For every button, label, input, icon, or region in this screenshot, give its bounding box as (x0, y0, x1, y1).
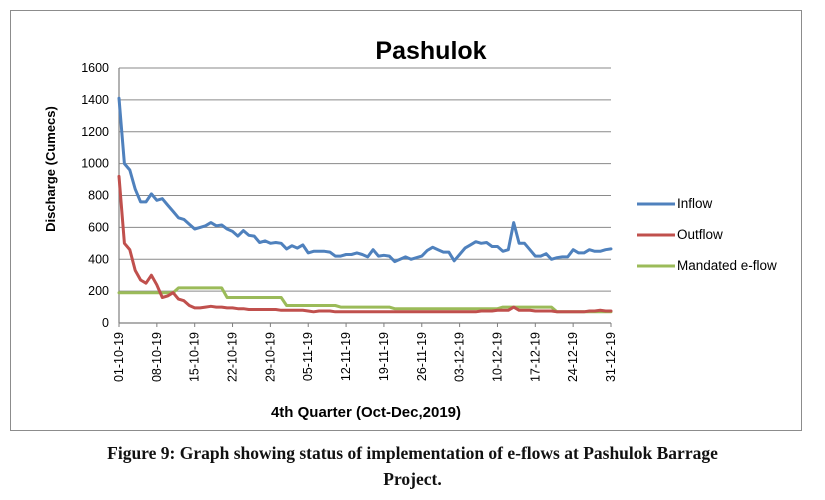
y-tick-label-0: 0 (102, 316, 109, 330)
y-tick-label-800: 800 (88, 189, 109, 203)
legend-label-inflow: Inflow (677, 196, 713, 211)
figure-caption-line-1: Figure 9: Graph showing status of implem… (107, 443, 718, 463)
y-tick-label-1200: 1200 (81, 125, 109, 139)
x-tick-label-01-10-19: 01-10-19 (112, 332, 126, 382)
x-tick-label-31-12-19: 31-12-19 (604, 332, 618, 382)
x-tick-label-24-12-19: 24-12-19 (566, 332, 580, 382)
y-axis-label: Discharge (Cumecs) (43, 106, 58, 232)
x-tick-label-17-12-19: 17-12-19 (528, 332, 542, 382)
legend-label-outflow: Outflow (677, 227, 723, 242)
y-tick-label-200: 200 (88, 284, 109, 298)
chart-svg: 0 200 400 600 800 1000 1200 1400 1600 01-10-19 08-… (43, 37, 777, 421)
series-layer (117, 96, 613, 314)
x-tick-label-05-11-19: 05-11-19 (301, 332, 315, 381)
x-tick-label-22-10-19: 22-10-19 (226, 332, 240, 382)
y-tick-label-1400: 1400 (81, 93, 109, 107)
y-tick-label-400: 400 (88, 252, 109, 266)
chart-frame: 0 200 400 600 800 1000 1200 1400 1600 01-10-19 08-… (10, 10, 802, 431)
x-tick-label-15-10-19: 15-10-19 (188, 332, 202, 382)
x-tick-label-08-10-19: 08-10-19 (150, 332, 164, 382)
x-tick-label-29-10-19: 29-10-19 (263, 332, 277, 382)
x-tick-label-26-11-19: 26-11-19 (415, 332, 429, 381)
x-tick-label-10-12-19: 10-12-19 (490, 332, 504, 382)
series-line-inflow (117, 96, 613, 264)
x-axis-label: 4th Quarter (Oct-Dec,2019) (271, 404, 461, 421)
legend-label-mandated-e-flow: Mandated e-flow (677, 258, 777, 273)
y-tick-label-600: 600 (88, 220, 109, 234)
grid-layer (119, 67, 611, 292)
legend: Inflow Outflow Mandated e-flow (637, 196, 777, 273)
axis-layer: 0 200 400 600 800 1000 1200 1400 1600 01-10-19 08-… (81, 61, 618, 382)
x-tick-label-19-11-19: 19-11-19 (377, 332, 391, 381)
x-tick-label-12-11-19: 12-11-19 (339, 332, 353, 381)
figure-caption-line-2: Project. (383, 469, 442, 489)
series-line-mandated-e-flow (117, 286, 613, 314)
y-tick-label-1000: 1000 (81, 157, 109, 171)
y-tick-label-1600: 1600 (81, 61, 109, 75)
series-line-outflow (117, 174, 613, 314)
chart-title: Pashulok (375, 37, 486, 65)
x-tick-label-03-12-19: 03-12-19 (453, 332, 467, 382)
